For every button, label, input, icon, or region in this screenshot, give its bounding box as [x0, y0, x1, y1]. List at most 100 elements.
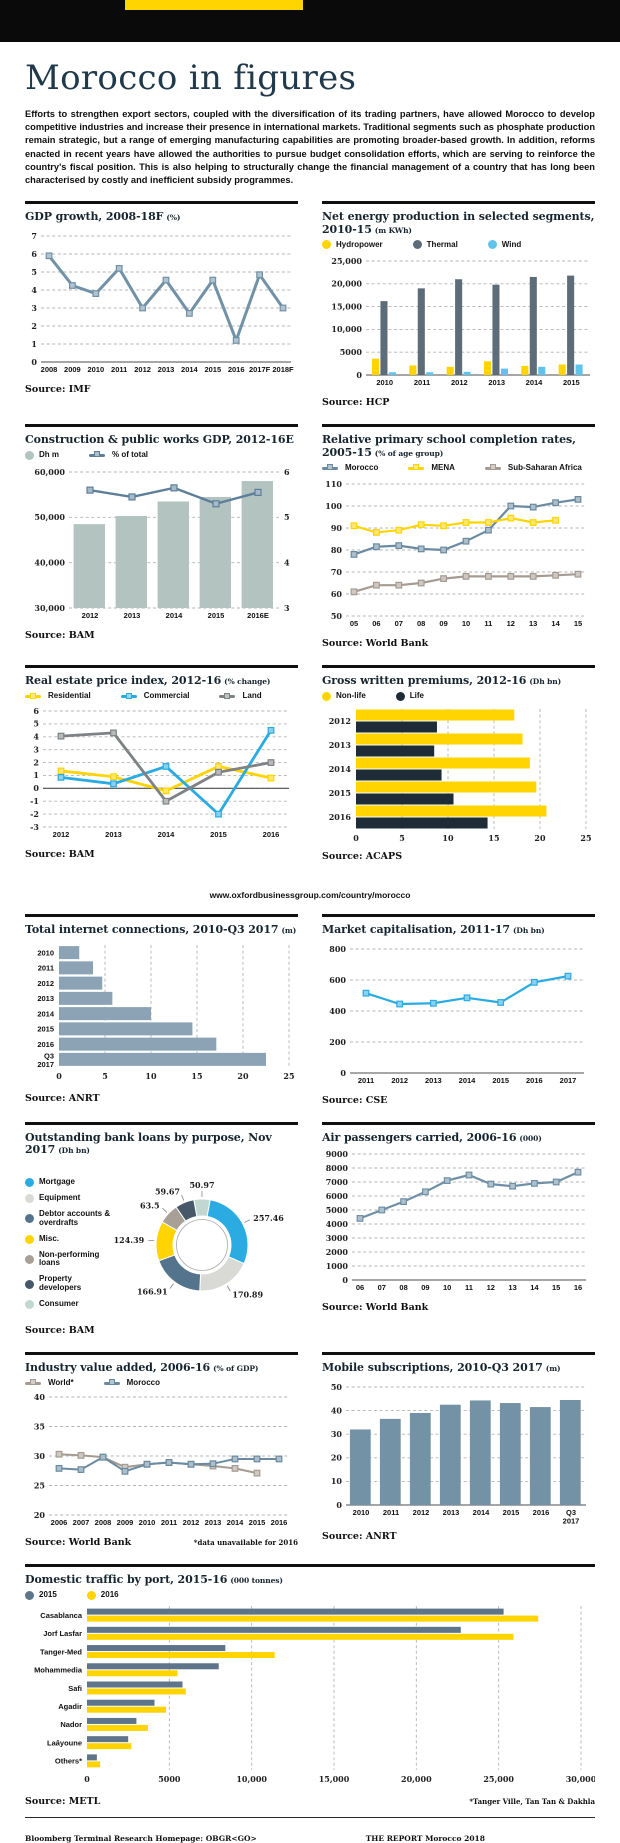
svg-text:400: 400 — [329, 1006, 346, 1016]
svg-text:2015: 2015 — [208, 611, 225, 620]
svg-text:2011: 2011 — [111, 365, 127, 374]
chart-title: Net energy production in selected segmen… — [322, 210, 595, 236]
panel-energy-production: Net energy production in selected segmen… — [322, 201, 595, 414]
svg-text:50: 50 — [331, 611, 343, 621]
chart-source: Source: World Bank — [322, 1302, 429, 1314]
chart-source: Source: BAM — [25, 630, 95, 642]
svg-text:2013: 2013 — [488, 378, 505, 387]
panel-internet-connections: Total internet connections, 2010-Q3 2017… — [25, 914, 298, 1112]
footer-report: THE REPORT Morocco 2018 — [365, 1834, 485, 1843]
legend-label: 2016 — [100, 1590, 119, 1600]
legend-marker — [408, 464, 425, 471]
construction-gdp-chart: 30,000 40,000 50,000 60,000 2012 2013 2014 2015… — [34, 467, 290, 620]
svg-text:2016: 2016 — [526, 1076, 543, 1085]
legend-item: Misc. — [25, 1234, 59, 1244]
legend-marker — [322, 240, 331, 250]
legend-marker — [412, 240, 422, 250]
svg-text:11: 11 — [484, 619, 492, 628]
legend-label: Sub-Saharan Africa — [507, 462, 582, 472]
svg-text:3: 3 — [284, 603, 290, 613]
svg-text:2011: 2011 — [38, 963, 54, 972]
svg-text:3: 3 — [31, 303, 37, 313]
svg-text:10: 10 — [443, 1283, 451, 1292]
svg-text:0: 0 — [353, 833, 359, 843]
svg-text:Casablanca: Casablanca — [40, 1611, 83, 1620]
svg-text:5: 5 — [284, 512, 290, 522]
legend-marker — [219, 692, 236, 699]
svg-text:30: 30 — [34, 1451, 46, 1461]
svg-text:2013: 2013 — [105, 830, 122, 839]
legend-label: Mortgage — [39, 1177, 75, 1187]
legend-item: Hydropower — [322, 240, 383, 250]
chart-source: Source: ANRT — [25, 1092, 100, 1104]
svg-text:2010: 2010 — [87, 365, 104, 374]
svg-text:2015: 2015 — [210, 830, 227, 839]
svg-text:2014: 2014 — [158, 830, 176, 839]
svg-text:200: 200 — [329, 1037, 346, 1047]
chart-title: Total internet connections, 2010-Q3 2017… — [25, 923, 297, 937]
chart-source: Source: METL — [25, 1796, 101, 1808]
svg-text:14: 14 — [551, 619, 560, 628]
svg-text:63.5: 63.5 — [140, 1201, 159, 1211]
svg-text:5: 5 — [399, 833, 405, 843]
svg-text:10: 10 — [145, 1071, 157, 1081]
svg-text:Jorf Lasfar: Jorf Lasfar — [43, 1629, 82, 1638]
legend-marker — [322, 692, 331, 702]
panel-mobile-subscriptions: Mobile subscriptions, 2010-Q3 2017 (m) 0 1… — [322, 1352, 595, 1554]
panel-real-estate-index: Real estate price index, 2012-16 (% chang… — [25, 665, 298, 868]
svg-text:2013: 2013 — [158, 365, 175, 374]
svg-text:2018F: 2018F — [272, 365, 294, 374]
svg-text:6: 6 — [33, 706, 39, 716]
market-capitalisation-chart: 0 200 400 600 800 2011 2012 2013 2014 2015 2016 201… — [329, 944, 584, 1085]
panel-gdp-growth: GDP growth, 2008-18F (%) 0 1 2 3 4 5 6 7 2008 2009… — [25, 201, 298, 414]
svg-text:08: 08 — [399, 1283, 407, 1292]
svg-text:8000: 8000 — [326, 1163, 349, 1173]
svg-text:09: 09 — [421, 1283, 429, 1292]
legend-item: 2015 — [25, 1590, 57, 1601]
svg-text:6: 6 — [31, 249, 37, 259]
svg-text:2013: 2013 — [205, 1518, 222, 1527]
svg-text:4000: 4000 — [326, 1219, 349, 1229]
chart-legend: World* Morocco — [25, 1377, 298, 1388]
svg-text:2013: 2013 — [124, 611, 141, 620]
svg-text:4: 4 — [284, 558, 290, 568]
svg-text:2016: 2016 — [533, 1508, 550, 1517]
svg-text:2008: 2008 — [95, 1518, 112, 1527]
svg-text:14: 14 — [530, 1283, 539, 1292]
panel-industry-value-added: Industry value added, 2006-16 (% of GDP) … — [25, 1352, 298, 1554]
svg-text:70: 70 — [331, 567, 343, 577]
footer-bloomberg: Bloomberg Terminal Research Homepage: OB… — [25, 1834, 257, 1843]
svg-text:0: 0 — [336, 1499, 342, 1509]
panel-air-passengers: Air passengers carried, 2006-16 (000) 0 10… — [322, 1121, 595, 1342]
top-band — [0, 0, 620, 42]
svg-text:2009: 2009 — [117, 1518, 134, 1527]
legend-item: Property developers — [25, 1274, 112, 1293]
page-footer: Bloomberg Terminal Research Homepage: OB… — [25, 1817, 595, 1843]
svg-text:2015: 2015 — [492, 1076, 509, 1085]
svg-text:2012: 2012 — [82, 611, 99, 620]
svg-text:5: 5 — [102, 1071, 108, 1081]
chart-title: Industry value added, 2006-16 (% of GDP) — [25, 1361, 259, 1375]
chart-legend: Residential Commercial Land — [25, 691, 298, 701]
legend-label: Land — [242, 691, 262, 701]
svg-text:07: 07 — [378, 1283, 386, 1292]
svg-text:20: 20 — [34, 1510, 46, 1520]
chart-title: Gross written premiums, 2012-16 (Dh bn) — [322, 674, 562, 688]
svg-text:2016: 2016 — [228, 365, 245, 374]
svg-text:2014: 2014 — [227, 1518, 245, 1527]
svg-text:25,000: 25,000 — [483, 1774, 514, 1784]
svg-text:5000: 5000 — [158, 1774, 181, 1784]
svg-text:07: 07 — [395, 619, 403, 628]
legend-item: Wind — [487, 240, 521, 250]
svg-text:2017: 2017 — [560, 1076, 577, 1085]
chart-title: Outstanding bank loans by purpose, Nov 2… — [25, 1130, 272, 1157]
legend-label: Morocco — [345, 462, 379, 472]
svg-text:2017F: 2017F — [249, 365, 271, 374]
svg-text:30,000: 30,000 — [34, 603, 65, 613]
panel-market-capitalisation: Market capitalisation, 2011-17 (Dh bn) 0 2… — [322, 914, 595, 1112]
chart-title: Construction & public works GDP, 2012-16… — [25, 433, 294, 447]
legend-marker — [103, 1379, 120, 1386]
chart-legend: 2015 2016 — [25, 1590, 595, 1601]
legend-label: Morocco — [126, 1377, 160, 1387]
